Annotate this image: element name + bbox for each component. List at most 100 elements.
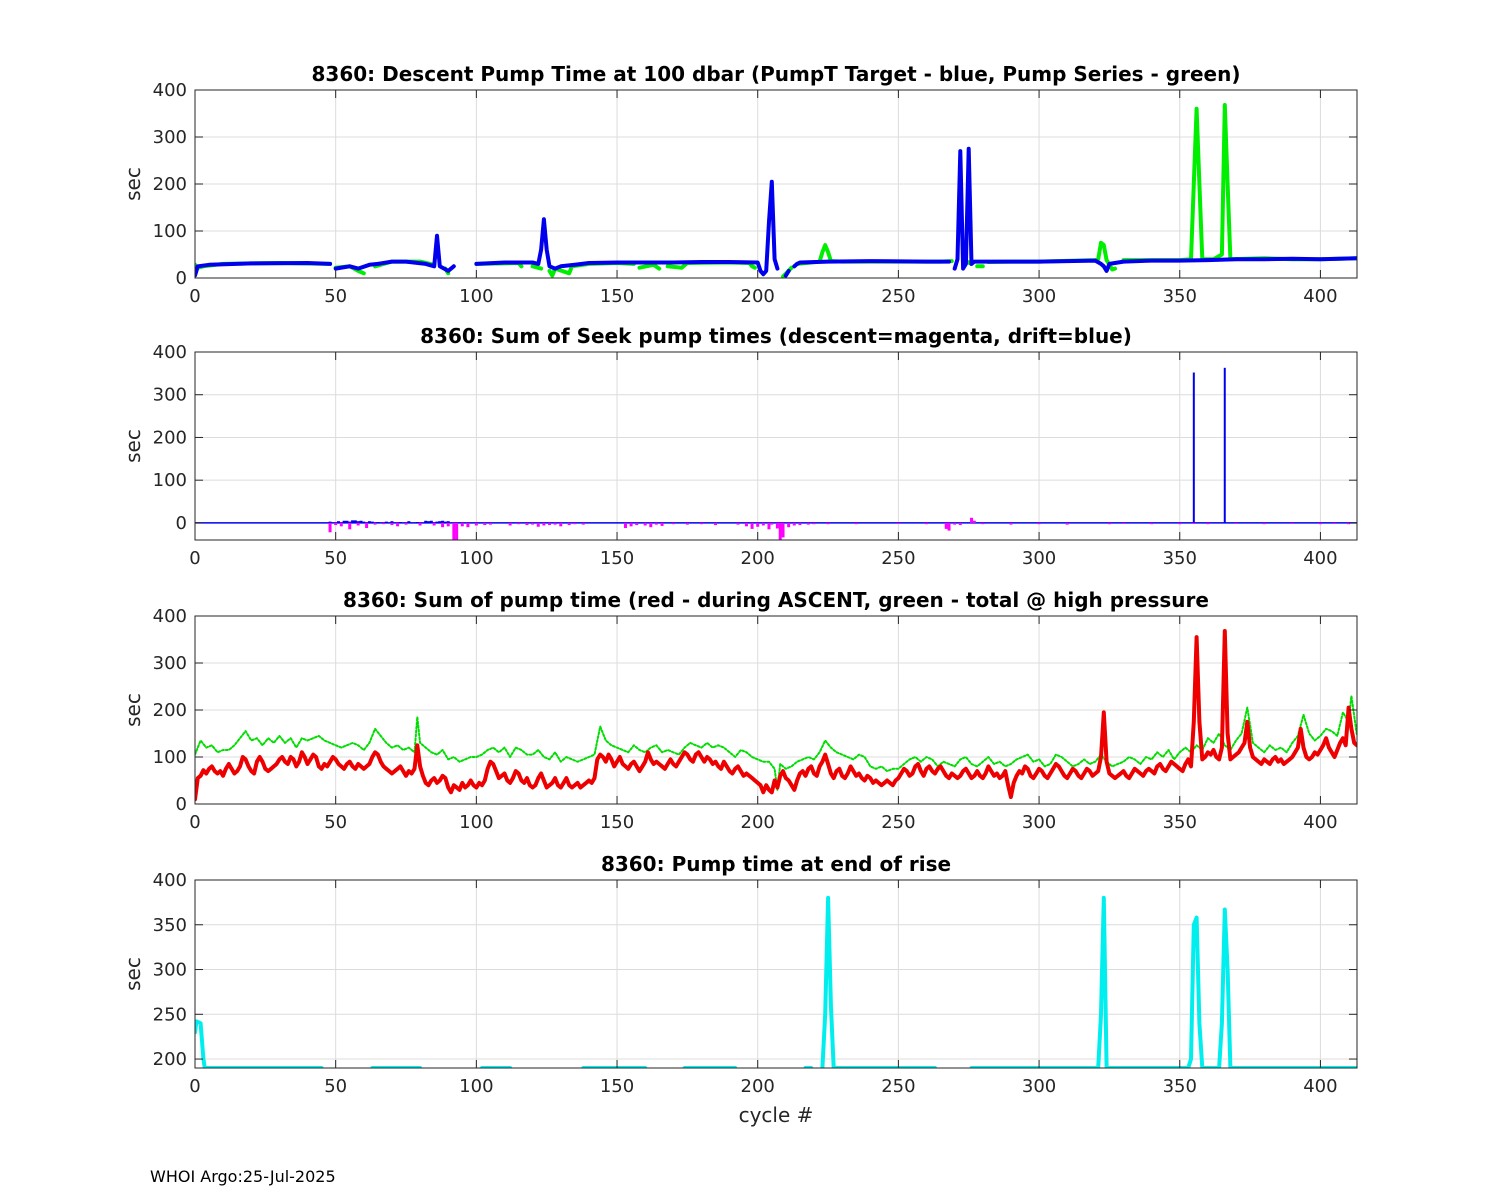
descent-bar: [635, 522, 639, 526]
drift-bar: [353, 520, 357, 523]
descent-bar: [654, 522, 658, 525]
descent-bar: [792, 522, 796, 526]
descent-bar: [787, 522, 791, 528]
x-tick-label: 0: [189, 1076, 200, 1097]
y-tick-label: 250: [153, 1004, 187, 1025]
drift-bar: [370, 521, 374, 523]
x-tick-label: 400: [1303, 812, 1337, 833]
drift-bar: [407, 521, 411, 523]
y-axis-label: sec: [121, 693, 145, 727]
data-layer: [195, 103, 1357, 278]
descent-bar: [373, 522, 377, 525]
drift-bar: [328, 521, 332, 523]
descent-bar: [953, 522, 957, 525]
x-tick-label: 50: [324, 286, 347, 307]
x-tick-label: 100: [459, 1076, 493, 1097]
y-tick-label: 200: [153, 174, 187, 195]
y-tick-label: 200: [153, 427, 187, 448]
descent-bar: [553, 522, 557, 525]
descent-bar: [798, 522, 802, 526]
drift-bar: [342, 520, 346, 523]
x-tick-label: 400: [1303, 548, 1337, 569]
x-tick-label: 250: [881, 1076, 915, 1097]
drift-bar: [424, 520, 428, 523]
descent-bar: [390, 522, 394, 526]
drift-bar: [427, 521, 431, 523]
y-tick-label: 100: [153, 221, 187, 242]
descent-bar: [474, 522, 478, 526]
descent-bar: [525, 522, 529, 526]
descent-bar: [396, 522, 400, 527]
x-axis-label: cycle #: [739, 1103, 814, 1127]
descent-bar: [1037, 522, 1041, 525]
x-tick-label: 0: [189, 812, 200, 833]
descent-bar: [1009, 522, 1013, 525]
x-tick-label: 350: [1163, 548, 1197, 569]
descent-bar: [1192, 522, 1196, 524]
descent-bar: [925, 522, 929, 525]
descent-bar: [1121, 522, 1125, 524]
subplot-4: 0 50 100 150 200 250 300 350 400 200 250 300 350 400 8…: [121, 852, 1358, 1097]
axes-frame: [194, 879, 1358, 1069]
descent-bar: [1332, 522, 1336, 524]
descent-bar: [1234, 522, 1238, 524]
drift-bar: [367, 521, 371, 523]
drift-bar: [1223, 367, 1226, 523]
descent-bar: [744, 522, 748, 527]
descent-bar: [812, 522, 816, 525]
descent-bar: [466, 522, 470, 528]
descent-bar: [1065, 522, 1069, 525]
drift-bar: [443, 521, 447, 523]
descent-bar: [778, 522, 782, 540]
x-tick-label: 150: [600, 812, 634, 833]
descent-bar: [460, 522, 464, 527]
y-tick-label: 100: [153, 470, 187, 491]
x-tick-label: 350: [1163, 1076, 1197, 1097]
descent-bar: [750, 522, 754, 529]
descent-bar: [781, 522, 785, 538]
series-line-2: [195, 895, 1357, 1068]
descent-bar: [531, 522, 535, 525]
drift-bar: [384, 521, 388, 523]
data-layer: [195, 895, 1357, 1068]
drift-bar: [415, 522, 419, 524]
y-tick-label: 400: [153, 606, 187, 627]
x-tick-label: 50: [324, 1076, 347, 1097]
x-tick-label: 250: [881, 286, 915, 307]
plot-background: [195, 880, 1357, 1068]
descent-bar: [455, 522, 459, 540]
drift-bar: [362, 521, 366, 523]
data-layer: [195, 367, 1357, 540]
descent-bar: [339, 522, 343, 527]
y-tick-label: 300: [153, 385, 187, 406]
descent-bar: [981, 522, 985, 525]
x-tick-label: 200: [741, 1076, 775, 1097]
descent-bar: [806, 522, 810, 525]
drift-bar: [356, 521, 360, 523]
y-tick-label: 300: [153, 653, 187, 674]
descent-bar: [382, 522, 386, 525]
descent-bar: [767, 522, 771, 530]
descent-bar: [854, 522, 858, 525]
y-axis-label: sec: [121, 167, 145, 201]
x-tick-label: 300: [1022, 812, 1056, 833]
x-tick-label: 0: [189, 286, 200, 307]
x-tick-label: 300: [1022, 548, 1056, 569]
y-tick-label: 200: [153, 700, 187, 721]
y-tick-label: 0: [176, 268, 187, 289]
descent-bar: [623, 522, 627, 529]
drift-bar: [336, 521, 340, 523]
subplot-3: 0 50 100 150 200 250 300 350 400 0 100 200 300 400 836…: [121, 588, 1358, 833]
descent-bar: [1347, 522, 1351, 525]
x-tick-label: 250: [881, 812, 915, 833]
descent-bar: [517, 522, 521, 525]
x-tick-label: 250: [881, 548, 915, 569]
drift-bar: [398, 522, 402, 524]
drift-bar: [376, 522, 380, 524]
descent-bar: [629, 522, 633, 527]
descent-bar: [761, 522, 765, 526]
descent-bar: [418, 522, 422, 526]
descent-bar: [548, 522, 552, 526]
x-tick-label: 350: [1163, 286, 1197, 307]
y-tick-label: 300: [153, 960, 187, 981]
